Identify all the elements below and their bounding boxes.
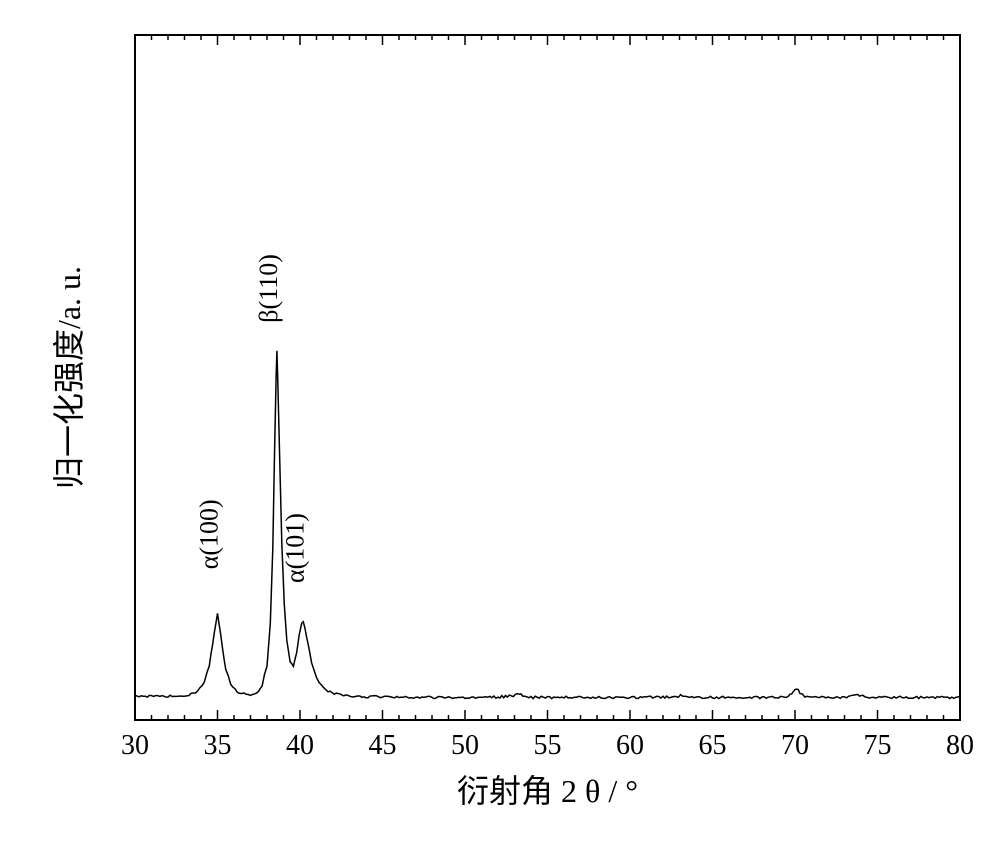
x-tick-label: 35 — [204, 730, 232, 761]
x-tick-label: 55 — [534, 730, 562, 761]
peak-label: α(101) — [280, 513, 309, 583]
x-tick-label: 40 — [286, 730, 314, 761]
x-tick-label: 30 — [121, 730, 149, 761]
peak-label: β(110) — [254, 254, 283, 323]
x-tick-label: 65 — [699, 730, 727, 761]
peak-label: α(100) — [195, 499, 224, 569]
x-tick-label: 50 — [451, 730, 479, 761]
x-axis-label: 衍射角 2 θ / ° — [457, 773, 638, 809]
x-tick-label: 60 — [616, 730, 644, 761]
xrd-curve — [135, 351, 960, 699]
y-axis-label: 归一化强度/a. u. — [51, 266, 87, 489]
chart-svg: 30 35 40 45 50 55 60 65 70 75 80 衍射角 2 θ / ° 归一化强度/a… — [0, 0, 1000, 844]
plot-frame — [135, 35, 960, 720]
x-tick-label: 80 — [946, 730, 974, 761]
x-tick-label: 45 — [369, 730, 397, 761]
x-tick-label: 75 — [864, 730, 892, 761]
x-tick-label: 70 — [781, 730, 809, 761]
xrd-chart: 30 35 40 45 50 55 60 65 70 75 80 衍射角 2 θ / ° 归一化强度/a… — [0, 0, 1000, 844]
